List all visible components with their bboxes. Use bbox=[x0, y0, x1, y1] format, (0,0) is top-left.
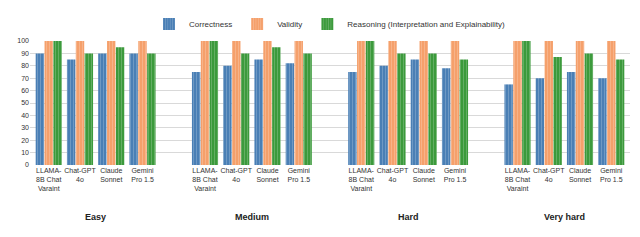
svg-text:Chat-GPT4o: Chat-GPT4o bbox=[377, 167, 409, 183]
svg-text:80: 80 bbox=[21, 62, 29, 69]
svg-text:30: 30 bbox=[21, 124, 29, 131]
svg-text:LLAMA-8B ChatVaraint: LLAMA-8B ChatVaraint bbox=[505, 167, 531, 192]
svg-text:ClaudeSonnet: ClaudeSonnet bbox=[256, 167, 278, 183]
svg-text:Easy: Easy bbox=[85, 212, 106, 222]
svg-text:Medium: Medium bbox=[235, 212, 269, 222]
svg-text:Validity: Validity bbox=[277, 20, 302, 29]
svg-text:LLAMA-8B ChatVaraint: LLAMA-8B ChatVaraint bbox=[192, 167, 218, 192]
svg-text:90: 90 bbox=[21, 50, 29, 57]
svg-text:GeminiPro 1.5: GeminiPro 1.5 bbox=[287, 167, 310, 183]
svg-text:50: 50 bbox=[21, 99, 29, 106]
svg-text:Chat-GPT4o: Chat-GPT4o bbox=[64, 167, 96, 183]
svg-text:10: 10 bbox=[21, 149, 29, 156]
svg-text:LLAMA-8B ChatVaraint: LLAMA-8B ChatVaraint bbox=[349, 167, 375, 192]
svg-text:100: 100 bbox=[17, 37, 29, 44]
svg-text:40: 40 bbox=[21, 112, 29, 119]
svg-text:Chat-GPT4o: Chat-GPT4o bbox=[220, 167, 252, 183]
svg-text:Very hard: Very hard bbox=[544, 212, 585, 222]
svg-text:Correctness: Correctness bbox=[189, 20, 232, 29]
svg-text:LLAMA-8B ChatVaraint: LLAMA-8B ChatVaraint bbox=[36, 167, 62, 192]
svg-text:70: 70 bbox=[21, 75, 29, 82]
svg-text:Chat-GPT4o: Chat-GPT4o bbox=[533, 167, 565, 183]
svg-text:0: 0 bbox=[25, 161, 29, 168]
svg-text:ClaudeSonnet: ClaudeSonnet bbox=[100, 167, 122, 183]
svg-text:20: 20 bbox=[21, 137, 29, 144]
svg-text:Reasoning (Interpretation and: Reasoning (Interpretation and Explainabi… bbox=[347, 20, 505, 29]
svg-text:60: 60 bbox=[21, 87, 29, 94]
svg-text:ClaudeSonnet: ClaudeSonnet bbox=[413, 167, 435, 183]
svg-text:GeminiPro 1.5: GeminiPro 1.5 bbox=[444, 167, 467, 183]
svg-text:GeminiPro 1.5: GeminiPro 1.5 bbox=[131, 167, 154, 183]
svg-text:ClaudeSonnet: ClaudeSonnet bbox=[569, 167, 591, 183]
svg-text:GeminiPro 1.5: GeminiPro 1.5 bbox=[600, 167, 623, 183]
svg-text:Hard: Hard bbox=[398, 212, 419, 222]
